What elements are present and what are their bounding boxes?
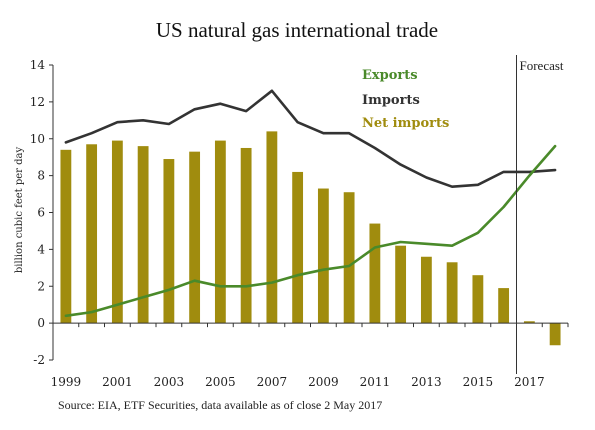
x-tick-label: 2015 bbox=[463, 375, 494, 389]
net-imports-bar bbox=[189, 151, 201, 324]
net-imports-bars bbox=[60, 131, 561, 346]
axes bbox=[49, 64, 569, 361]
imports-line bbox=[64, 89, 557, 188]
x-tick-label: 2017 bbox=[514, 375, 545, 389]
x-tick-label: 2011 bbox=[360, 375, 391, 389]
net-imports-bar bbox=[472, 275, 484, 324]
y-tick-labels: -2 0 2 4 6 8 10 12 14 bbox=[30, 58, 46, 367]
y-tick-label: 14 bbox=[30, 58, 46, 72]
exports-line bbox=[64, 144, 557, 318]
net-imports-bar bbox=[498, 288, 510, 324]
x-tick-label: 1999 bbox=[51, 375, 82, 389]
net-imports-bar bbox=[369, 223, 381, 324]
series-lines bbox=[64, 89, 557, 318]
net-imports-bar bbox=[523, 321, 535, 324]
y-tick-label: 10 bbox=[30, 132, 45, 146]
net-imports-bar bbox=[60, 149, 72, 324]
y-tick-label: 0 bbox=[37, 316, 45, 330]
x-tick-label: 2005 bbox=[205, 375, 236, 389]
x-tick-labels: 1999 2001 2003 2005 2007 2009 2011 2013 2015 2017 bbox=[51, 375, 545, 389]
source-note: Source: EIA, ETF Securities, data availa… bbox=[58, 398, 382, 412]
net-imports-bar bbox=[549, 323, 561, 346]
legend: Exports Imports Net imports bbox=[362, 68, 449, 131]
x-tick-label: 2001 bbox=[102, 375, 133, 389]
net-imports-bar bbox=[446, 262, 458, 324]
chart-title: US natural gas international trade bbox=[156, 18, 438, 42]
net-imports-bar bbox=[395, 245, 407, 324]
y-axis-label: billion cubic feet per day bbox=[14, 147, 25, 274]
net-imports-bar bbox=[214, 140, 226, 324]
x-tick-label: 2013 bbox=[411, 375, 442, 389]
legend-imports: Imports bbox=[362, 93, 420, 108]
net-imports-bar bbox=[266, 131, 278, 324]
y-tick-label: 12 bbox=[30, 95, 45, 109]
net-imports-bar bbox=[163, 159, 175, 324]
x-tick-label: 2009 bbox=[308, 375, 339, 389]
x-tick-label: 2003 bbox=[154, 375, 185, 389]
y-tick-label: 6 bbox=[37, 206, 45, 220]
x-tick-label: 2007 bbox=[257, 375, 288, 389]
net-imports-bar bbox=[137, 146, 149, 324]
forecast-label: Forecast bbox=[520, 58, 564, 73]
net-imports-bar bbox=[343, 192, 355, 324]
net-imports-bar bbox=[86, 144, 98, 324]
legend-exports: Exports bbox=[362, 68, 418, 83]
y-tick-label: 2 bbox=[37, 279, 45, 293]
y-tick-label: 8 bbox=[37, 169, 45, 183]
net-imports-bar bbox=[317, 188, 329, 324]
net-imports-bar bbox=[240, 147, 252, 324]
net-imports-bar bbox=[292, 171, 304, 324]
net-imports-bar bbox=[420, 256, 432, 324]
y-tick-label: -2 bbox=[33, 353, 45, 367]
legend-net-imports: Net imports bbox=[362, 116, 449, 131]
y-tick-label: 4 bbox=[37, 242, 45, 256]
net-imports-bar bbox=[111, 140, 123, 324]
